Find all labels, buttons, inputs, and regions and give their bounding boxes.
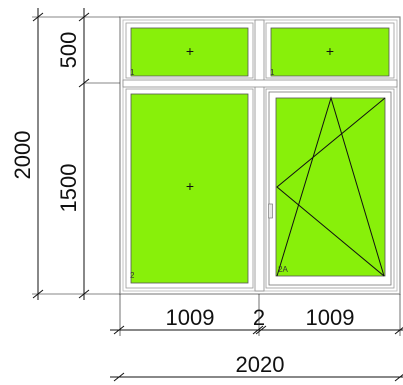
- dimension-total-width: [110, 372, 403, 382]
- pane-bottom-left-glass: [130, 93, 249, 284]
- pane-top-left-glass: [130, 27, 249, 77]
- fixed-pane-cross: +: [326, 43, 334, 59]
- tilt-opening-lines: [276, 96, 385, 277]
- dimension-label-total-height: 2000: [10, 131, 35, 180]
- dimension-label-bottom-height: 1500: [56, 164, 81, 213]
- sash-label-bottom-left: 2: [130, 271, 135, 280]
- pane-bottom-right-glass: [275, 97, 386, 277]
- window-handle: [268, 203, 273, 219]
- sash-label-top-left: 1: [130, 68, 135, 77]
- dimension-section-widths: [110, 294, 403, 336]
- vertical-mullion: [254, 19, 265, 292]
- sash-label-top-right: 1: [270, 68, 275, 77]
- dimension-label-total-width: 2020: [236, 352, 285, 377]
- turn-opening-lines: [276, 97, 386, 277]
- pane-top-right-glass: [270, 27, 390, 77]
- dimension-label-left-width: 1009: [166, 305, 215, 330]
- dimension-label-right-width: 1009: [306, 305, 355, 330]
- dimension-label-top-height: 500: [56, 32, 81, 69]
- dimension-section-heights: [78, 8, 120, 300]
- horizontal-transom: [122, 79, 398, 88]
- sash-label-bottom-right: 2A: [278, 265, 288, 274]
- fixed-pane-cross: +: [186, 43, 194, 59]
- fixed-pane-cross: +: [186, 178, 194, 194]
- dimension-label-mullion-width: 2: [253, 305, 265, 330]
- dimension-total-height: [32, 8, 120, 300]
